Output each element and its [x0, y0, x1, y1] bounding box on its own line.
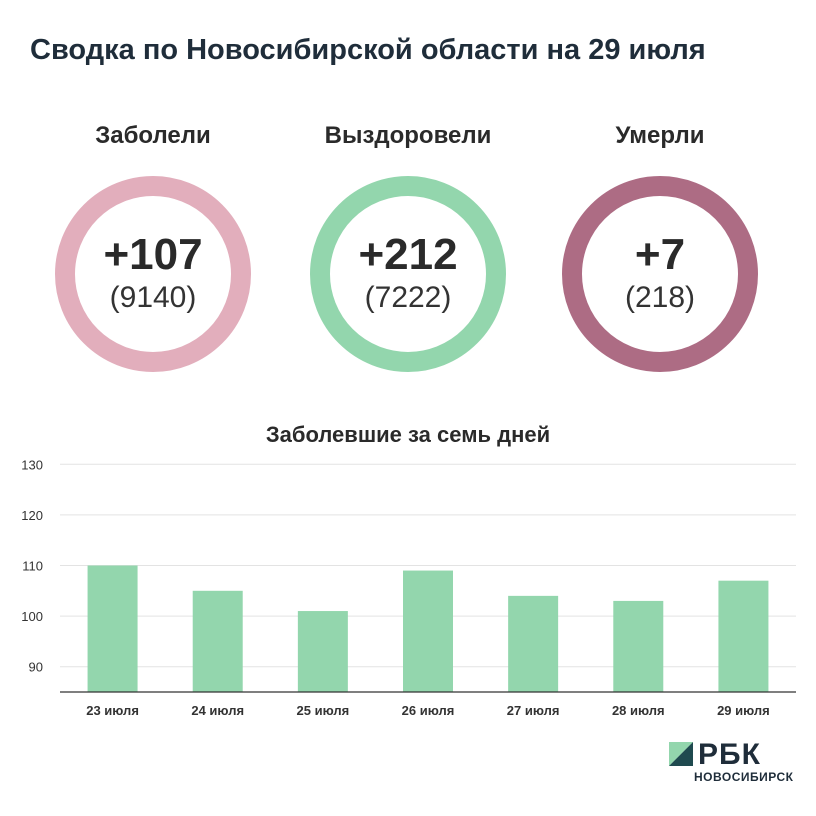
stat-recovered-new: +212 [358, 229, 458, 279]
y-tick-label: 120 [21, 508, 43, 523]
rbc-logo-mark-icon [669, 742, 693, 766]
page-title: Сводка по Новосибирской области на 29 ию… [30, 34, 706, 66]
y-tick-label: 130 [21, 457, 43, 472]
bar [192, 590, 243, 692]
stat-deaths-ring: +7 (218) [562, 176, 758, 372]
logo-subtitle: НОВОСИБИРСК [694, 770, 794, 784]
stat-cases: Заболели +107 (9140) [43, 118, 263, 372]
x-tick-label: 28 июля [612, 703, 665, 718]
stat-deaths-total: (218) [624, 281, 696, 315]
bar [613, 600, 664, 692]
chart-title: Заболевшие за семь дней [265, 422, 551, 447]
stat-cases-total: (9140) [109, 281, 197, 315]
bar [718, 580, 769, 692]
x-tick-label: 25 июля [297, 703, 350, 718]
bar [87, 565, 138, 692]
x-tick-label: 27 июля [507, 703, 560, 718]
y-tick-label: 110 [22, 559, 43, 574]
stat-deaths: Умерли +7 (218) [550, 118, 770, 372]
y-tick-label: 100 [21, 609, 43, 624]
x-tick-label: 24 июля [191, 703, 244, 718]
stat-recovered-ring: +212 (7222) [310, 176, 506, 372]
y-tick-label: 90 [29, 660, 43, 675]
stat-recovered: Выздоровели +212 (7222) [298, 118, 518, 372]
stat-recovered-label: Выздоровели [324, 122, 492, 149]
stat-recovered-total: (7222) [364, 281, 452, 315]
stat-deaths-new: +7 [634, 229, 686, 279]
stat-cases-label: Заболели [95, 122, 211, 149]
logo-word: РБК [698, 738, 761, 771]
stat-deaths-label: Умерли [615, 122, 705, 149]
bar-chart: 90 100 110 120 130 23 июля 24 июля 25 июля 26 ию… [21, 457, 796, 718]
x-tick-label: 26 июля [402, 703, 455, 718]
stat-cases-ring: +107 (9140) [55, 176, 251, 372]
bar [403, 570, 453, 692]
x-tick-label: 23 июля [86, 703, 139, 718]
logo-mark-dark-triangle [669, 742, 693, 766]
x-tick-label: 29 июля [717, 703, 770, 718]
rbc-logo: РБК НОВОСИБИРСК [666, 738, 806, 790]
bar [297, 611, 348, 692]
bar [508, 595, 559, 692]
stat-cases-new: +107 [103, 229, 203, 279]
